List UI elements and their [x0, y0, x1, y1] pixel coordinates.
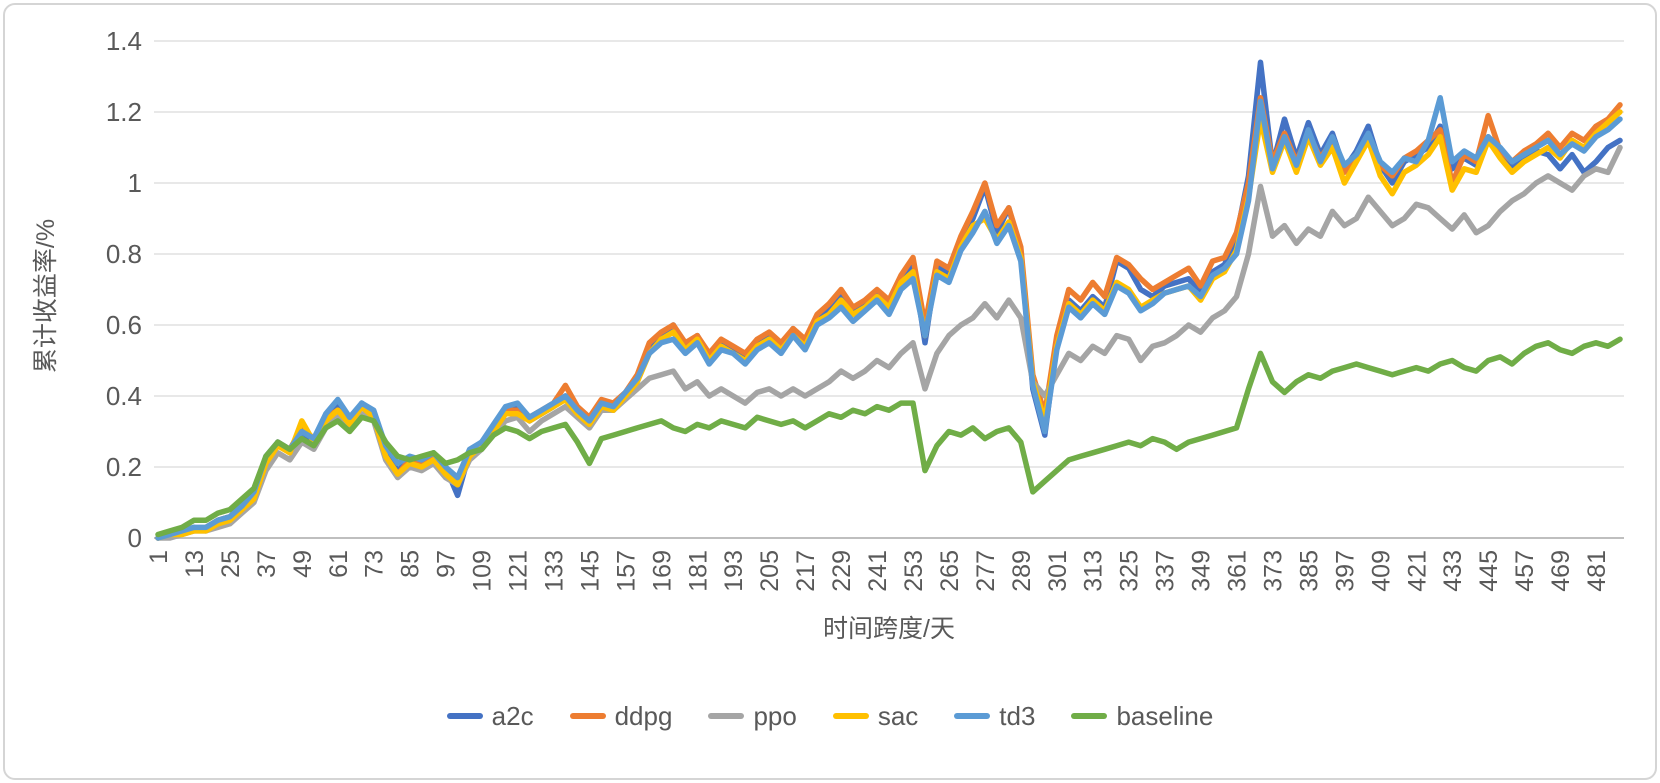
y-tick-label: 1.2 [106, 97, 142, 127]
x-tick-label: 265 [936, 550, 964, 592]
x-tick-label: 49 [289, 550, 317, 578]
legend-item-sac[interactable]: sac [832, 701, 919, 731]
legend-swatch-sac [832, 713, 869, 719]
series-line-sac [155, 109, 1623, 541]
y-tick-label: 0.4 [106, 381, 142, 411]
y-axis-title: 累计收益率/% [32, 218, 60, 374]
x-tick-label: 1 [145, 550, 173, 564]
y-tick-label: 1.4 [106, 26, 142, 56]
series-line-td3 [155, 95, 1623, 541]
legend-label: td3 [999, 701, 1036, 731]
legend-item-ddpg[interactable]: ddpg [569, 701, 673, 731]
x-tick-label: 229 [828, 550, 856, 592]
legend-swatch-ppo [708, 713, 745, 719]
series-line-ppo [155, 144, 1623, 541]
x-tick-label: 277 [972, 550, 1000, 592]
legend-label: a2c [491, 701, 534, 731]
x-tick-label: 241 [864, 550, 892, 592]
x-tick-label: 337 [1152, 550, 1180, 592]
x-tick-label: 301 [1044, 550, 1072, 592]
x-tick-label: 145 [576, 550, 604, 592]
chart-panel: 0 0.2 0.4 0.6 0.8 1 1.2 1.4 1 13 25 37 49 61 73 85 97 109… [3, 3, 1657, 780]
x-tick-label: 217 [792, 550, 820, 592]
legend-swatch-ddpg [569, 713, 606, 719]
x-tick-label: 253 [900, 550, 928, 592]
x-tick-label: 361 [1224, 550, 1252, 592]
x-tick-label: 409 [1367, 550, 1395, 592]
x-tick-label: 193 [720, 550, 748, 592]
x-tick-label: 373 [1259, 550, 1287, 592]
x-tick-label: 97 [433, 550, 461, 578]
x-tick-label: 205 [756, 550, 784, 592]
x-tick-label: 349 [1188, 550, 1216, 592]
y-tick-label: 0.6 [106, 310, 142, 340]
x-tick-label: 73 [361, 550, 389, 578]
x-tick-label: 313 [1080, 550, 1108, 592]
legend-swatch-baseline [1071, 713, 1108, 719]
x-tick-label: 181 [684, 550, 712, 592]
x-tick-label: 289 [1008, 550, 1036, 592]
x-tick-label: 397 [1331, 550, 1359, 592]
x-tick-label: 25 [217, 550, 245, 578]
x-tick-label: 109 [469, 550, 497, 592]
x-tick-label: 121 [505, 550, 533, 592]
x-tick-label: 85 [397, 550, 425, 578]
legend-item-td3[interactable]: td3 [954, 703, 1035, 729]
legend-label: baseline [1116, 701, 1214, 731]
legend-item-a2c[interactable]: a2c [446, 701, 534, 731]
legend-item-ppo[interactable]: ppo [708, 701, 797, 731]
x-tick-label: 481 [1583, 550, 1611, 592]
x-axis-title: 时间跨度/天 [823, 615, 955, 643]
x-tick-label: 421 [1403, 550, 1431, 592]
x-tick-label: 457 [1511, 550, 1539, 592]
legend-item-baseline[interactable]: baseline [1071, 703, 1213, 729]
x-tick-label: 469 [1547, 550, 1575, 592]
x-tick-label: 445 [1475, 550, 1503, 592]
legend: a2c ddpg ppo sac td3 baseline [5, 703, 1655, 729]
legend-label: ddpg [614, 701, 673, 731]
y-tick-label: 1 [128, 168, 142, 198]
y-tick-label: 0 [128, 523, 142, 553]
legend-swatch-a2c [446, 713, 483, 719]
x-tick-label: 133 [540, 550, 568, 592]
y-tick-label: 0.8 [106, 239, 142, 269]
legend-label: sac [877, 701, 919, 731]
x-tick-label: 13 [181, 550, 209, 578]
plot-area: 0 0.2 0.4 0.6 0.8 1 1.2 1.4 1 13 25 37 49 61 73 85 97 109… [106, 26, 1624, 592]
x-tick-label: 325 [1116, 550, 1144, 592]
x-tick-label: 385 [1295, 550, 1323, 592]
y-tick-label: 0.2 [106, 452, 142, 482]
x-tick-label: 61 [325, 550, 353, 578]
legend-label: ppo [753, 701, 797, 731]
x-tick-label: 37 [253, 550, 281, 578]
x-tick-label: 169 [648, 550, 676, 592]
series-line-baseline [155, 336, 1623, 538]
x-tick-label: 433 [1439, 550, 1467, 592]
legend-swatch-td3 [954, 713, 991, 719]
x-tick-label: 157 [612, 550, 640, 592]
